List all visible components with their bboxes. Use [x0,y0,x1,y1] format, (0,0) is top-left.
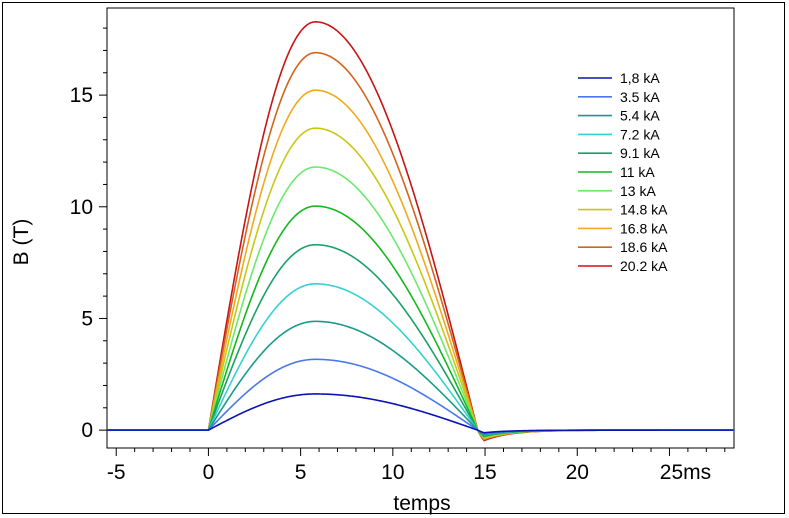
legend-label: 7.2 kA [620,126,660,142]
series-line [107,393,734,434]
x-tick-label: 10 [381,461,404,484]
x-axis-label: temps [393,492,450,515]
x-tick-label: 15 [473,461,496,484]
legend-label: 11 kA [620,164,655,180]
x-tick-label: 5 [295,461,307,484]
series-line [107,320,734,436]
legend-label: 16.8 kA [620,220,668,236]
x-tick-label: 20 [566,461,589,484]
plot-area [106,7,735,449]
y-tick-label: 5 [81,307,93,330]
x-tick-label: 25ms [660,461,711,484]
legend-label: 1,8 kA [620,70,660,86]
x-tick-label: -5 [107,461,126,484]
y-tick-label: 10 [70,196,93,219]
series-layer [107,21,734,442]
legend-label: 9.1 kA [620,145,660,161]
y-tick-label: 15 [70,84,93,107]
legend-label: 14.8 kA [620,202,668,218]
x-tick-label: 0 [203,461,215,484]
y-tick-label: 0 [81,419,93,442]
series-line [107,358,734,435]
legend-label: 20.2 kA [620,258,668,274]
legend-label: 5.4 kA [620,108,660,124]
y-axis-label: B (T) [10,219,33,266]
legend-label: 13 kA [620,183,656,199]
series-line [107,283,734,436]
legend: 1,8 kA 3.5 kA 5.4 kA 7.2 kA 9.1 kA 11 kA 13 kA… [578,70,668,274]
axis-layer: -5 0 5 10 15 20 25ms 0 5 10 15 [70,27,726,484]
legend-label: 3.5 kA [620,89,660,105]
legend-label: 18.6 kA [620,239,668,255]
